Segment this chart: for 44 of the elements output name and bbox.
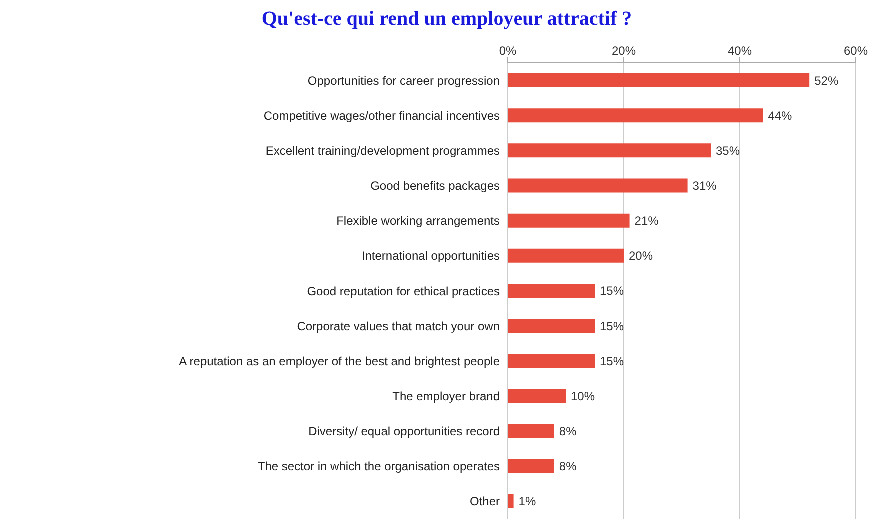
y-tick-label: Excellent training/development programmes bbox=[266, 144, 500, 158]
x-tick-label: 40% bbox=[728, 44, 752, 58]
y-tick-label: Flexible working arrangements bbox=[336, 214, 500, 228]
data-label: 10% bbox=[571, 389, 596, 404]
data-label: 15% bbox=[600, 284, 624, 298]
bar bbox=[508, 319, 595, 334]
data-label: 15% bbox=[600, 354, 624, 368]
y-tick-label: Opportunities for career progression bbox=[308, 74, 500, 88]
bar bbox=[508, 108, 764, 123]
x-tick-label: 0% bbox=[499, 44, 517, 58]
bar bbox=[508, 74, 810, 88]
bar bbox=[508, 284, 595, 298]
data-label: 8% bbox=[559, 460, 578, 474]
y-tick-label: Corporate values that match your own bbox=[297, 319, 500, 334]
bar bbox=[508, 214, 630, 228]
data-label: 35% bbox=[716, 144, 740, 158]
y-tick-label: Good benefits packages bbox=[370, 179, 500, 194]
data-label: 44% bbox=[768, 108, 793, 123]
data-label: 20% bbox=[629, 249, 654, 264]
bar bbox=[508, 494, 514, 508]
x-tick-label: 20% bbox=[612, 44, 636, 58]
bar bbox=[508, 354, 595, 368]
bar bbox=[508, 144, 711, 158]
y-tick-label: International opportunities bbox=[362, 249, 500, 264]
y-tick-label: Good reputation for ethical practices bbox=[307, 284, 500, 298]
data-label: 1% bbox=[518, 494, 536, 509]
chart-title: Qu'est-ce qui rend un employeur attractif ? bbox=[260, 8, 634, 32]
bar bbox=[508, 424, 554, 438]
bar bbox=[508, 178, 688, 193]
y-tick-label: Competitive wages/other financial incentives bbox=[264, 108, 500, 123]
y-tick-label: A reputation as an employer of the best and brightest people bbox=[179, 354, 500, 368]
data-label: 8% bbox=[559, 424, 578, 439]
bar bbox=[508, 248, 624, 263]
data-label: 31% bbox=[692, 179, 718, 194]
x-tick-label: 60% bbox=[844, 44, 868, 58]
y-tick-label: The employer brand bbox=[392, 389, 500, 404]
bar bbox=[508, 389, 566, 404]
y-tick-label: Other bbox=[470, 494, 500, 509]
data-label: 21% bbox=[634, 214, 660, 228]
y-tick-label: Diversity/ equal opportunities record bbox=[308, 424, 500, 439]
data-label: 52% bbox=[814, 74, 839, 88]
y-tick-label: The sector in which the organisation operates bbox=[258, 460, 500, 474]
bar bbox=[508, 459, 554, 474]
data-label: 15% bbox=[600, 319, 624, 334]
